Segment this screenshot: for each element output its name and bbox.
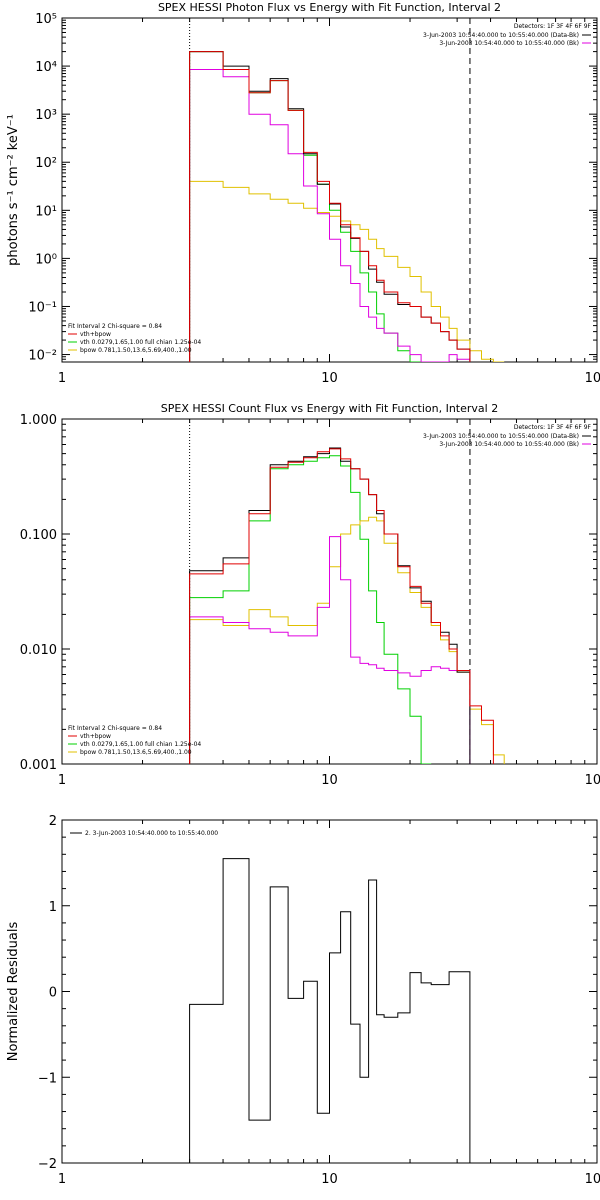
y-tick-label: 0.010 [20, 643, 57, 658]
y-tick-label: 10⁴ [35, 60, 57, 75]
legend-entry-label: 3-Jun-2003 10:54:40.000 to 10:55:40.000 … [439, 40, 579, 47]
y-tick-label: 2 [49, 814, 57, 829]
x-tick-label: 100 [585, 371, 600, 386]
y-tick-label: 0.100 [20, 528, 57, 543]
y-tick-label: 1 [49, 900, 57, 915]
x-tick-label: 1 [58, 371, 66, 386]
y-tick-label: 10⁻¹ [28, 300, 57, 315]
y-tick-label: 10¹ [35, 204, 57, 219]
y-axis-label: photons s⁻¹ cm⁻² keV⁻¹ [6, 114, 21, 266]
legend-entry-label: vth+bpow [80, 733, 111, 740]
legend-entry-label: bpow 0.781,1.50,13.6,5.69,400.,1.00 [80, 749, 192, 756]
chart-title: SPEX HESSI Photon Flux vs Energy with Fi… [158, 1, 501, 14]
series-background-line [189, 536, 471, 764]
series-vth-line [189, 455, 432, 764]
y-tick-label: 10³ [35, 108, 57, 123]
series-vth-line [189, 51, 432, 362]
chart-title: SPEX HESSI Count Flux vs Energy with Fit… [161, 402, 498, 415]
legend-entry-label: vth 0.0279,1.65,1.00 full chian 1.25e-04 [80, 741, 201, 748]
legend-entry-label: vth 0.0279,1.65,1.00 full chian 1.25e-04 [80, 339, 201, 346]
legend-fit-header: Fit Interval 2 Chi-square = 0.84 [68, 323, 162, 330]
x-tick-label: 100 [585, 773, 600, 788]
legend-entry-label: 2. 3-Jun-2003 10:54:40.000 to 10:55:40.0… [85, 830, 218, 837]
legend-entry-label: vth+bpow [80, 331, 111, 338]
y-tick-label: −2 [38, 1157, 57, 1172]
x-tick-label: 100 [585, 1172, 600, 1187]
y-tick-label: 10⁻² [28, 349, 57, 364]
series-total-fit-line [189, 51, 471, 362]
series-bpow-line [189, 180, 505, 362]
x-tick-label: 1 [58, 773, 66, 788]
series-background-line [189, 69, 471, 362]
legend-detectors: Detectors: 1F 3F 4F 6F 9F [514, 424, 592, 431]
x-tick-label: 10 [321, 1172, 338, 1187]
y-tick-label: −1 [38, 1071, 57, 1086]
y-tick-label: 0 [49, 986, 57, 1001]
legend-entry-label: bpow 0.781,1.50,13.6,5.69,400.,1.00 [80, 347, 192, 354]
series-total-fit-line [189, 448, 494, 764]
legend-entry-label: 3-Jun-2003 10:54:40.000 to 10:55:40.000 … [423, 433, 579, 440]
x-tick-label: 10 [321, 371, 338, 386]
y-tick-label: 1.000 [20, 413, 57, 428]
legend-entry-label: 3-Jun-2003 10:54:40.000 to 10:55:40.000 … [439, 441, 579, 448]
legend-fit-header: Fit Interval 2 Chi-square = 0.84 [68, 725, 162, 732]
y-tick-label: 10⁵ [35, 12, 57, 27]
legend-detectors: Detectors: 1F 3F 4F 6F 9F [514, 23, 592, 30]
y-axis-label: Normalized Residuals [6, 922, 21, 1062]
y-tick-label: 0.001 [20, 758, 57, 773]
series-bpow-line [189, 516, 505, 764]
x-tick-label: 1 [58, 1172, 66, 1187]
y-tick-label: 10² [35, 156, 57, 171]
x-tick-label: 10 [321, 773, 338, 788]
legend-entry-label: 3-Jun-2003 10:54:40.000 to 10:55:40.000 … [423, 32, 579, 39]
series-residuals-line [189, 858, 471, 1163]
y-tick-label: 10⁰ [35, 252, 57, 267]
